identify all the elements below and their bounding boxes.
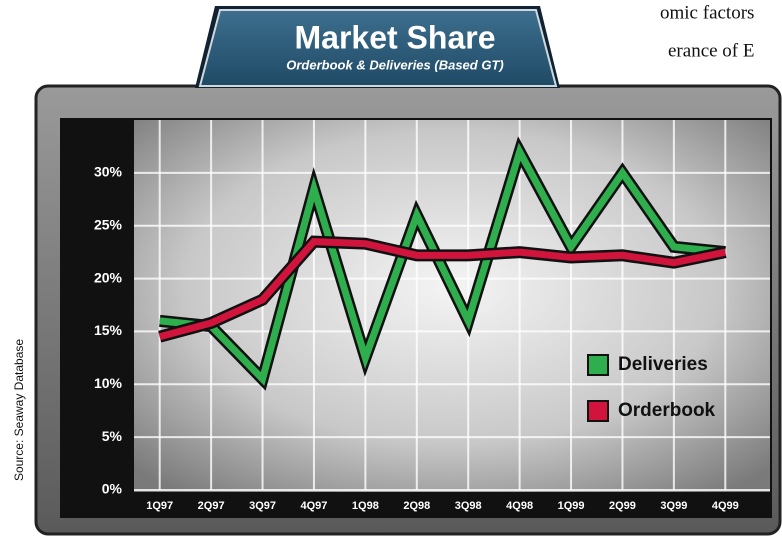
x-tick-label: 4Q97 — [300, 500, 327, 512]
x-tick-label: 1Q97 — [146, 500, 173, 512]
x-tick-label: 2Q98 — [403, 500, 430, 512]
y-tick-label: 15% — [94, 322, 123, 338]
document-text: omic factors — [660, 2, 754, 23]
y-tick-label: 20% — [94, 269, 123, 285]
legend-label: Deliveries — [618, 354, 708, 375]
y-tick-label: 0% — [102, 481, 123, 497]
page: omic factors erance of E Market Share Or… — [0, 0, 782, 537]
document-text: erance of E — [668, 40, 755, 61]
x-tick-label: 1Q99 — [558, 500, 585, 512]
x-tick-label: 2Q99 — [609, 500, 636, 512]
chart-title: Market Share — [295, 19, 496, 55]
y-tick-label: 10% — [94, 375, 123, 391]
y-tick-label: 30% — [94, 164, 123, 180]
source-note: Source: Seaway Database — [12, 339, 26, 481]
legend-label: Orderbook — [618, 400, 716, 421]
x-tick-label: 2Q97 — [198, 500, 225, 512]
x-tick-label: 3Q98 — [455, 500, 482, 512]
x-tick-label: 1Q98 — [352, 500, 379, 512]
x-tick-label: 3Q99 — [660, 500, 687, 512]
x-tick-label: 4Q98 — [506, 500, 533, 512]
legend-swatch — [588, 355, 608, 375]
y-tick-label: 25% — [94, 216, 123, 232]
legend-swatch — [588, 401, 608, 421]
x-tick-label: 3Q97 — [249, 500, 276, 512]
x-tick-label: 4Q99 — [712, 500, 739, 512]
y-tick-label: 5% — [102, 428, 123, 444]
chart-subtitle: Orderbook & Deliveries (Based GT) — [286, 57, 503, 72]
